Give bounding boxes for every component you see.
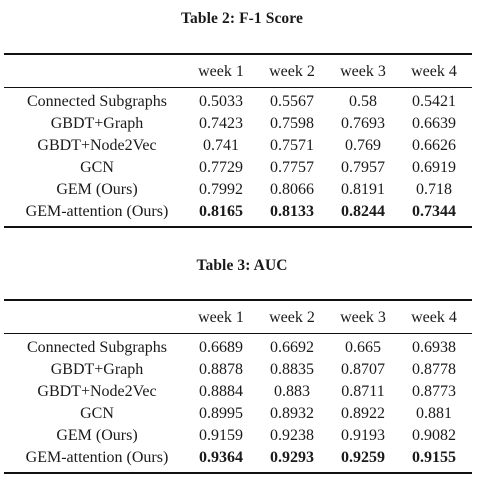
table-3-value-cell: 0.8995: [199, 405, 243, 422]
table-3-value-cell: 0.9259: [341, 449, 385, 466]
table-3-method-cell: Connected Subgraphs: [27, 339, 167, 356]
table-2-value-cell: 0.7693: [341, 115, 385, 132]
table-2-value-cell: 0.7571: [270, 137, 314, 154]
table-3-method-cell: GEM-attention (Ours): [25, 449, 169, 466]
table-2-row: GEM-attention (Ours) 0.8165 0.8133 0.8244 0.…: [0, 201, 484, 223]
table-2-value-cell: 0.7344: [412, 203, 456, 220]
table-2-value-cell: 0.7957: [341, 159, 385, 176]
table-3-row: GBDT+Node2Vec 0.8884 0.883 0.8711 0.8773: [0, 381, 484, 403]
table-2-row: GBDT+Node2Vec 0.741 0.7571 0.769 0.6626: [0, 135, 484, 157]
table-3-row: GCN 0.8995 0.8932 0.8922 0.881: [0, 403, 484, 425]
table-2-header-week-2: week 2: [269, 63, 315, 80]
table-2-header-row: week 1 week 2 week 3 week 4: [0, 61, 484, 83]
table-3-header-week-2: week 2: [269, 309, 315, 326]
table-3-value-cell: 0.6692: [270, 339, 314, 356]
table-3-value-cell: 0.8707: [341, 361, 385, 378]
table-2-value-cell: 0.8133: [270, 203, 314, 220]
table-3-value-cell: 0.6689: [199, 339, 243, 356]
table-3-value-cell: 0.9364: [199, 449, 243, 466]
table-2-value-cell: 0.6639: [412, 115, 456, 132]
table-3-value-cell: 0.8711: [341, 383, 385, 400]
table-2-value-cell: 0.7598: [270, 115, 314, 132]
table-2-value-cell: 0.5421: [412, 93, 456, 110]
table-3-row: GEM (Ours) 0.9159 0.9238 0.9193 0.9082: [0, 425, 484, 447]
table-3-value-cell: 0.8878: [199, 361, 243, 378]
table-3-bottom-rule: [4, 472, 472, 474]
table-2-method-cell: Connected Subgraphs: [27, 93, 167, 110]
table-2-row: GEM (Ours) 0.7992 0.8066 0.8191 0.718: [0, 179, 484, 201]
table-2-row: GBDT+Graph 0.7423 0.7598 0.7693 0.6639: [0, 113, 484, 135]
table-2-value-cell: 0.58: [349, 93, 377, 110]
table-3-value-cell: 0.883: [274, 383, 310, 400]
table-2-value-cell: 0.5033: [199, 93, 243, 110]
table-2-caption: Table 2: F-1 Score: [181, 10, 303, 27]
table-3-value-cell: 0.9238: [270, 427, 314, 444]
table-2-value-cell: 0.7992: [199, 181, 243, 198]
table-2-header-week-3: week 3: [340, 63, 386, 80]
table-3-value-cell: 0.8778: [412, 361, 456, 378]
table-2-header-week-1: week 1: [198, 63, 244, 80]
table-2-value-cell: 0.5567: [270, 93, 314, 110]
table-2-value-cell: 0.8244: [341, 203, 385, 220]
table-2-value-cell: 0.7729: [199, 159, 243, 176]
table-2-value-cell: 0.769: [345, 137, 381, 154]
table-3-row: GBDT+Graph 0.8878 0.8835 0.8707 0.8778: [0, 359, 484, 381]
table-3-value-cell: 0.8773: [412, 383, 456, 400]
table-2-value-cell: 0.741: [203, 137, 239, 154]
table-2-bottom-rule: [4, 226, 472, 228]
table-3-header-week-3: week 3: [340, 309, 386, 326]
table-3-value-cell: 0.9082: [412, 427, 456, 444]
table-3-value-cell: 0.8932: [270, 405, 314, 422]
table-2-value-cell: 0.6919: [412, 159, 456, 176]
table-2-method-cell: GBDT+Graph: [50, 115, 144, 132]
table-3-value-cell: 0.6938: [412, 339, 456, 356]
table-3-row: Connected Subgraphs 0.6689 0.6692 0.665 0.69…: [0, 337, 484, 359]
table-2-method-cell: GBDT+Node2Vec: [37, 137, 157, 154]
table-2-mid-rule: [4, 87, 472, 88]
table-3-header-week-1: week 1: [198, 309, 244, 326]
table-3-top-rule: [4, 299, 472, 301]
table-2-row: GCN 0.7729 0.7757 0.7957 0.6919: [0, 157, 484, 179]
table-3-value-cell: 0.8884: [199, 383, 243, 400]
table-2-value-cell: 0.6626: [412, 137, 456, 154]
table-2-method-cell: GCN: [80, 159, 114, 176]
table-2-method-cell: GEM-attention (Ours): [25, 203, 169, 220]
table-3-value-cell: 0.9159: [199, 427, 243, 444]
table-3-method-cell: GBDT+Graph: [50, 361, 144, 378]
table-3-method-cell: GCN: [80, 405, 114, 422]
table-2-value-cell: 0.7423: [199, 115, 243, 132]
table-3-header-row: week 1 week 2 week 3 week 4: [0, 307, 484, 329]
table-3-value-cell: 0.9293: [270, 449, 314, 466]
table-2-value-cell: 0.7757: [270, 159, 314, 176]
table-3-value-cell: 0.665: [345, 339, 381, 356]
table-3-caption: Table 3: AUC: [196, 257, 288, 274]
table-3-header-week-4: week 4: [411, 309, 457, 326]
table-2-value-cell: 0.718: [416, 181, 452, 198]
table-3-row: GEM-attention (Ours) 0.9364 0.9293 0.9259 0.…: [0, 447, 484, 469]
table-3-value-cell: 0.881: [416, 405, 452, 422]
table-2-row: Connected Subgraphs 0.5033 0.5567 0.58 0.542…: [0, 91, 484, 113]
table-2-value-cell: 0.8165: [199, 203, 243, 220]
table-2-method-cell: GEM (Ours): [56, 181, 138, 198]
table-3-value-cell: 0.9193: [341, 427, 385, 444]
table-2-value-cell: 0.8066: [270, 181, 314, 198]
table-3-method-cell: GEM (Ours): [56, 427, 138, 444]
table-3-mid-rule: [4, 333, 472, 334]
table-3-value-cell: 0.9155: [412, 449, 456, 466]
table-3-value-cell: 0.8922: [341, 405, 385, 422]
table-2-header-week-4: week 4: [411, 63, 457, 80]
table-2-value-cell: 0.8191: [341, 181, 385, 198]
table-3-method-cell: GBDT+Node2Vec: [37, 383, 157, 400]
table-3-value-cell: 0.8835: [270, 361, 314, 378]
table-2-top-rule: [4, 53, 472, 55]
